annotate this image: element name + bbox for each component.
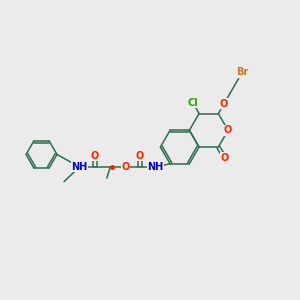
Text: Br: Br	[236, 68, 248, 77]
Text: NH: NH	[147, 162, 164, 172]
Text: O: O	[224, 125, 232, 135]
Text: O: O	[91, 151, 99, 160]
Text: O: O	[136, 151, 144, 160]
Text: O: O	[220, 99, 228, 109]
Text: O: O	[122, 162, 130, 172]
Text: O: O	[220, 153, 229, 163]
Text: Cl: Cl	[188, 98, 198, 108]
Text: NH: NH	[71, 162, 88, 172]
